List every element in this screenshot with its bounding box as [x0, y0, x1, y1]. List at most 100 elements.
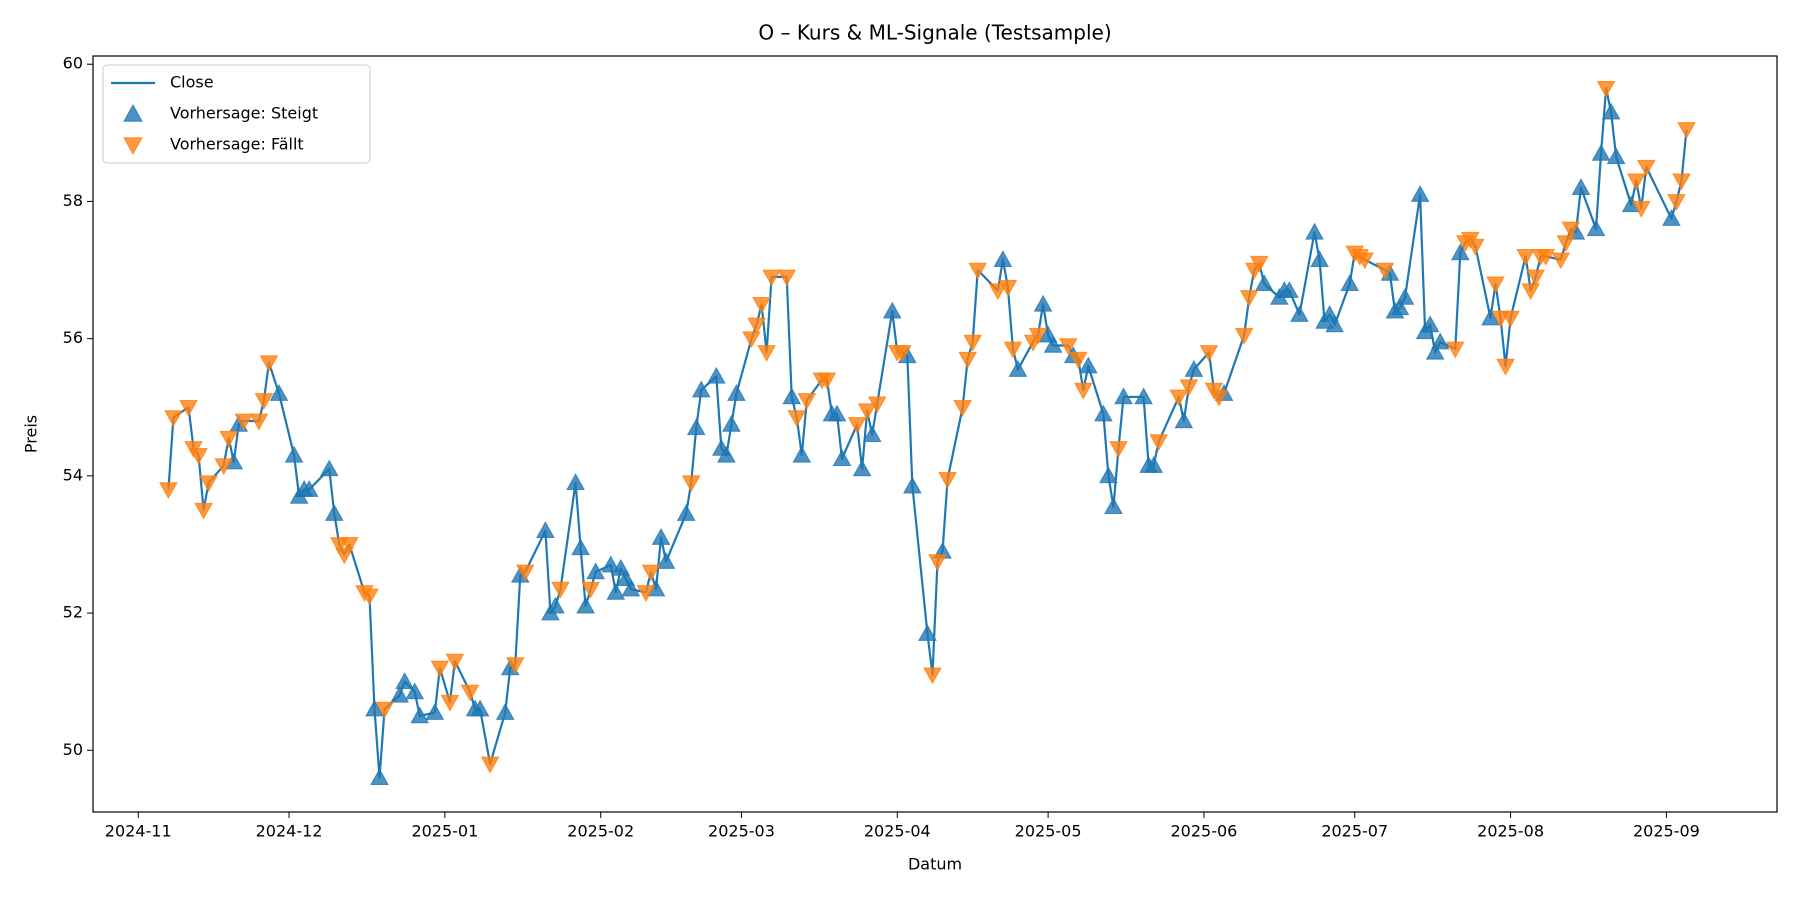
signal-up-marker — [299, 480, 319, 497]
legend-label: Vorhersage: Fällt — [170, 135, 304, 154]
signal-down-marker — [440, 694, 460, 712]
signal-up-marker — [1280, 281, 1299, 298]
signal-up-marker — [1662, 209, 1681, 226]
signal-up-marker — [601, 555, 621, 573]
signal-down-marker — [1556, 235, 1576, 253]
signal-up-marker — [717, 445, 736, 463]
signal-up-marker — [284, 445, 304, 463]
signal-down-marker — [988, 283, 1008, 301]
signal-down-marker — [1466, 238, 1485, 256]
signal-down-marker — [797, 393, 817, 410]
signal-up-marker — [676, 504, 696, 521]
signal-down-marker — [254, 393, 274, 410]
x-tick-label: 2024-12 — [256, 822, 323, 841]
signal-up-marker — [1450, 243, 1470, 261]
signal-down-marker — [1199, 345, 1219, 362]
signal-up-marker — [1099, 466, 1118, 484]
signal-down-marker — [1073, 382, 1093, 400]
signal-down-marker — [249, 413, 269, 431]
y-tick-label: 58 — [63, 191, 83, 210]
signal-up-marker — [571, 538, 590, 556]
signal-down-marker — [1109, 441, 1128, 458]
x-tick-label: 2025-09 — [1633, 822, 1700, 841]
signal-down-marker — [742, 331, 761, 349]
signal-up-marker — [691, 380, 711, 398]
signal-up-marker — [319, 459, 339, 477]
x-tick-label: 2025-02 — [567, 822, 634, 841]
signal-up-marker — [832, 449, 852, 466]
signal-up-marker — [410, 706, 430, 724]
signal-down-marker — [1551, 252, 1571, 270]
signal-up-marker — [1591, 143, 1611, 161]
signal-down-marker — [1631, 200, 1651, 218]
signal-down-marker — [1375, 262, 1395, 280]
signal-up-marker — [722, 414, 741, 432]
signal-down-marker — [1249, 255, 1269, 273]
signal-up-marker — [1395, 287, 1415, 305]
signal-up-marker — [1325, 315, 1344, 333]
y-tick-label: 52 — [63, 603, 83, 622]
signal-up-marker — [1340, 274, 1360, 292]
signal-down-marker — [1667, 194, 1686, 211]
signal-up-marker — [606, 582, 626, 600]
signal-down-marker — [360, 588, 379, 606]
legend-marker — [123, 137, 143, 156]
signal-up-marker — [1571, 178, 1591, 196]
signal-up-marker — [621, 579, 641, 597]
signal-up-marker — [495, 702, 515, 720]
x-tick-label: 2025-01 — [411, 822, 478, 841]
signal-up-marker — [1144, 456, 1164, 473]
signal-up-marker — [782, 387, 802, 405]
signal-down-marker — [1003, 341, 1023, 359]
signal-down-marker — [923, 667, 942, 685]
signal-up-marker — [1425, 342, 1445, 360]
signal-down-marker — [214, 458, 234, 476]
signal-up-marker — [1174, 411, 1194, 429]
y-axis-label: Preis — [22, 415, 41, 453]
signal-down-marker — [219, 430, 239, 448]
signal-down-marker — [747, 317, 766, 335]
signal-down-marker — [460, 684, 480, 702]
signal-up-marker — [586, 562, 606, 580]
signal-up-marker — [1008, 359, 1028, 377]
x-axis-label: Datum — [908, 855, 962, 874]
signal-down-marker — [375, 701, 394, 719]
signal-up-marker — [1290, 305, 1309, 322]
signal-up-marker — [1430, 332, 1450, 350]
signal-down-marker — [867, 396, 887, 414]
signal-down-marker — [1028, 327, 1048, 345]
chart-title: O – Kurs & ML-Signale (Testsample) — [758, 21, 1111, 45]
signal-up-marker — [536, 521, 555, 539]
signal-down-marker — [551, 581, 570, 599]
signal-up-marker — [1601, 102, 1621, 120]
signal-down-marker — [1234, 327, 1254, 345]
signal-down-marker — [847, 417, 867, 434]
signal-up-marker — [792, 445, 812, 463]
signal-up-marker — [852, 459, 872, 477]
signal-down-marker — [1169, 389, 1189, 407]
signal-down-marker — [641, 564, 661, 582]
signal-down-marker — [445, 653, 465, 671]
signal-down-marker — [1496, 358, 1515, 376]
signal-up-marker — [1586, 219, 1606, 237]
signal-down-marker — [1355, 252, 1375, 270]
signal-down-marker — [636, 585, 656, 603]
signal-up-marker — [882, 301, 902, 319]
signal-up-marker — [918, 624, 937, 641]
signal-up-marker — [686, 418, 706, 436]
signal-down-marker — [581, 581, 601, 599]
signal-down-marker — [480, 756, 500, 774]
legend-marker — [123, 103, 143, 122]
signal-down-marker — [757, 345, 776, 362]
x-tick-label: 2025-05 — [1015, 822, 1082, 841]
signal-down-marker — [1536, 249, 1556, 266]
signal-down-marker — [1179, 379, 1199, 397]
y-tick-label: 50 — [63, 740, 83, 759]
signal-up-marker — [1410, 185, 1430, 202]
signal-up-marker — [1043, 335, 1063, 353]
signal-down-marker — [1149, 434, 1169, 452]
signal-up-marker — [395, 672, 415, 689]
signal-down-marker — [1626, 173, 1646, 191]
plot-frame — [92, 55, 1778, 813]
